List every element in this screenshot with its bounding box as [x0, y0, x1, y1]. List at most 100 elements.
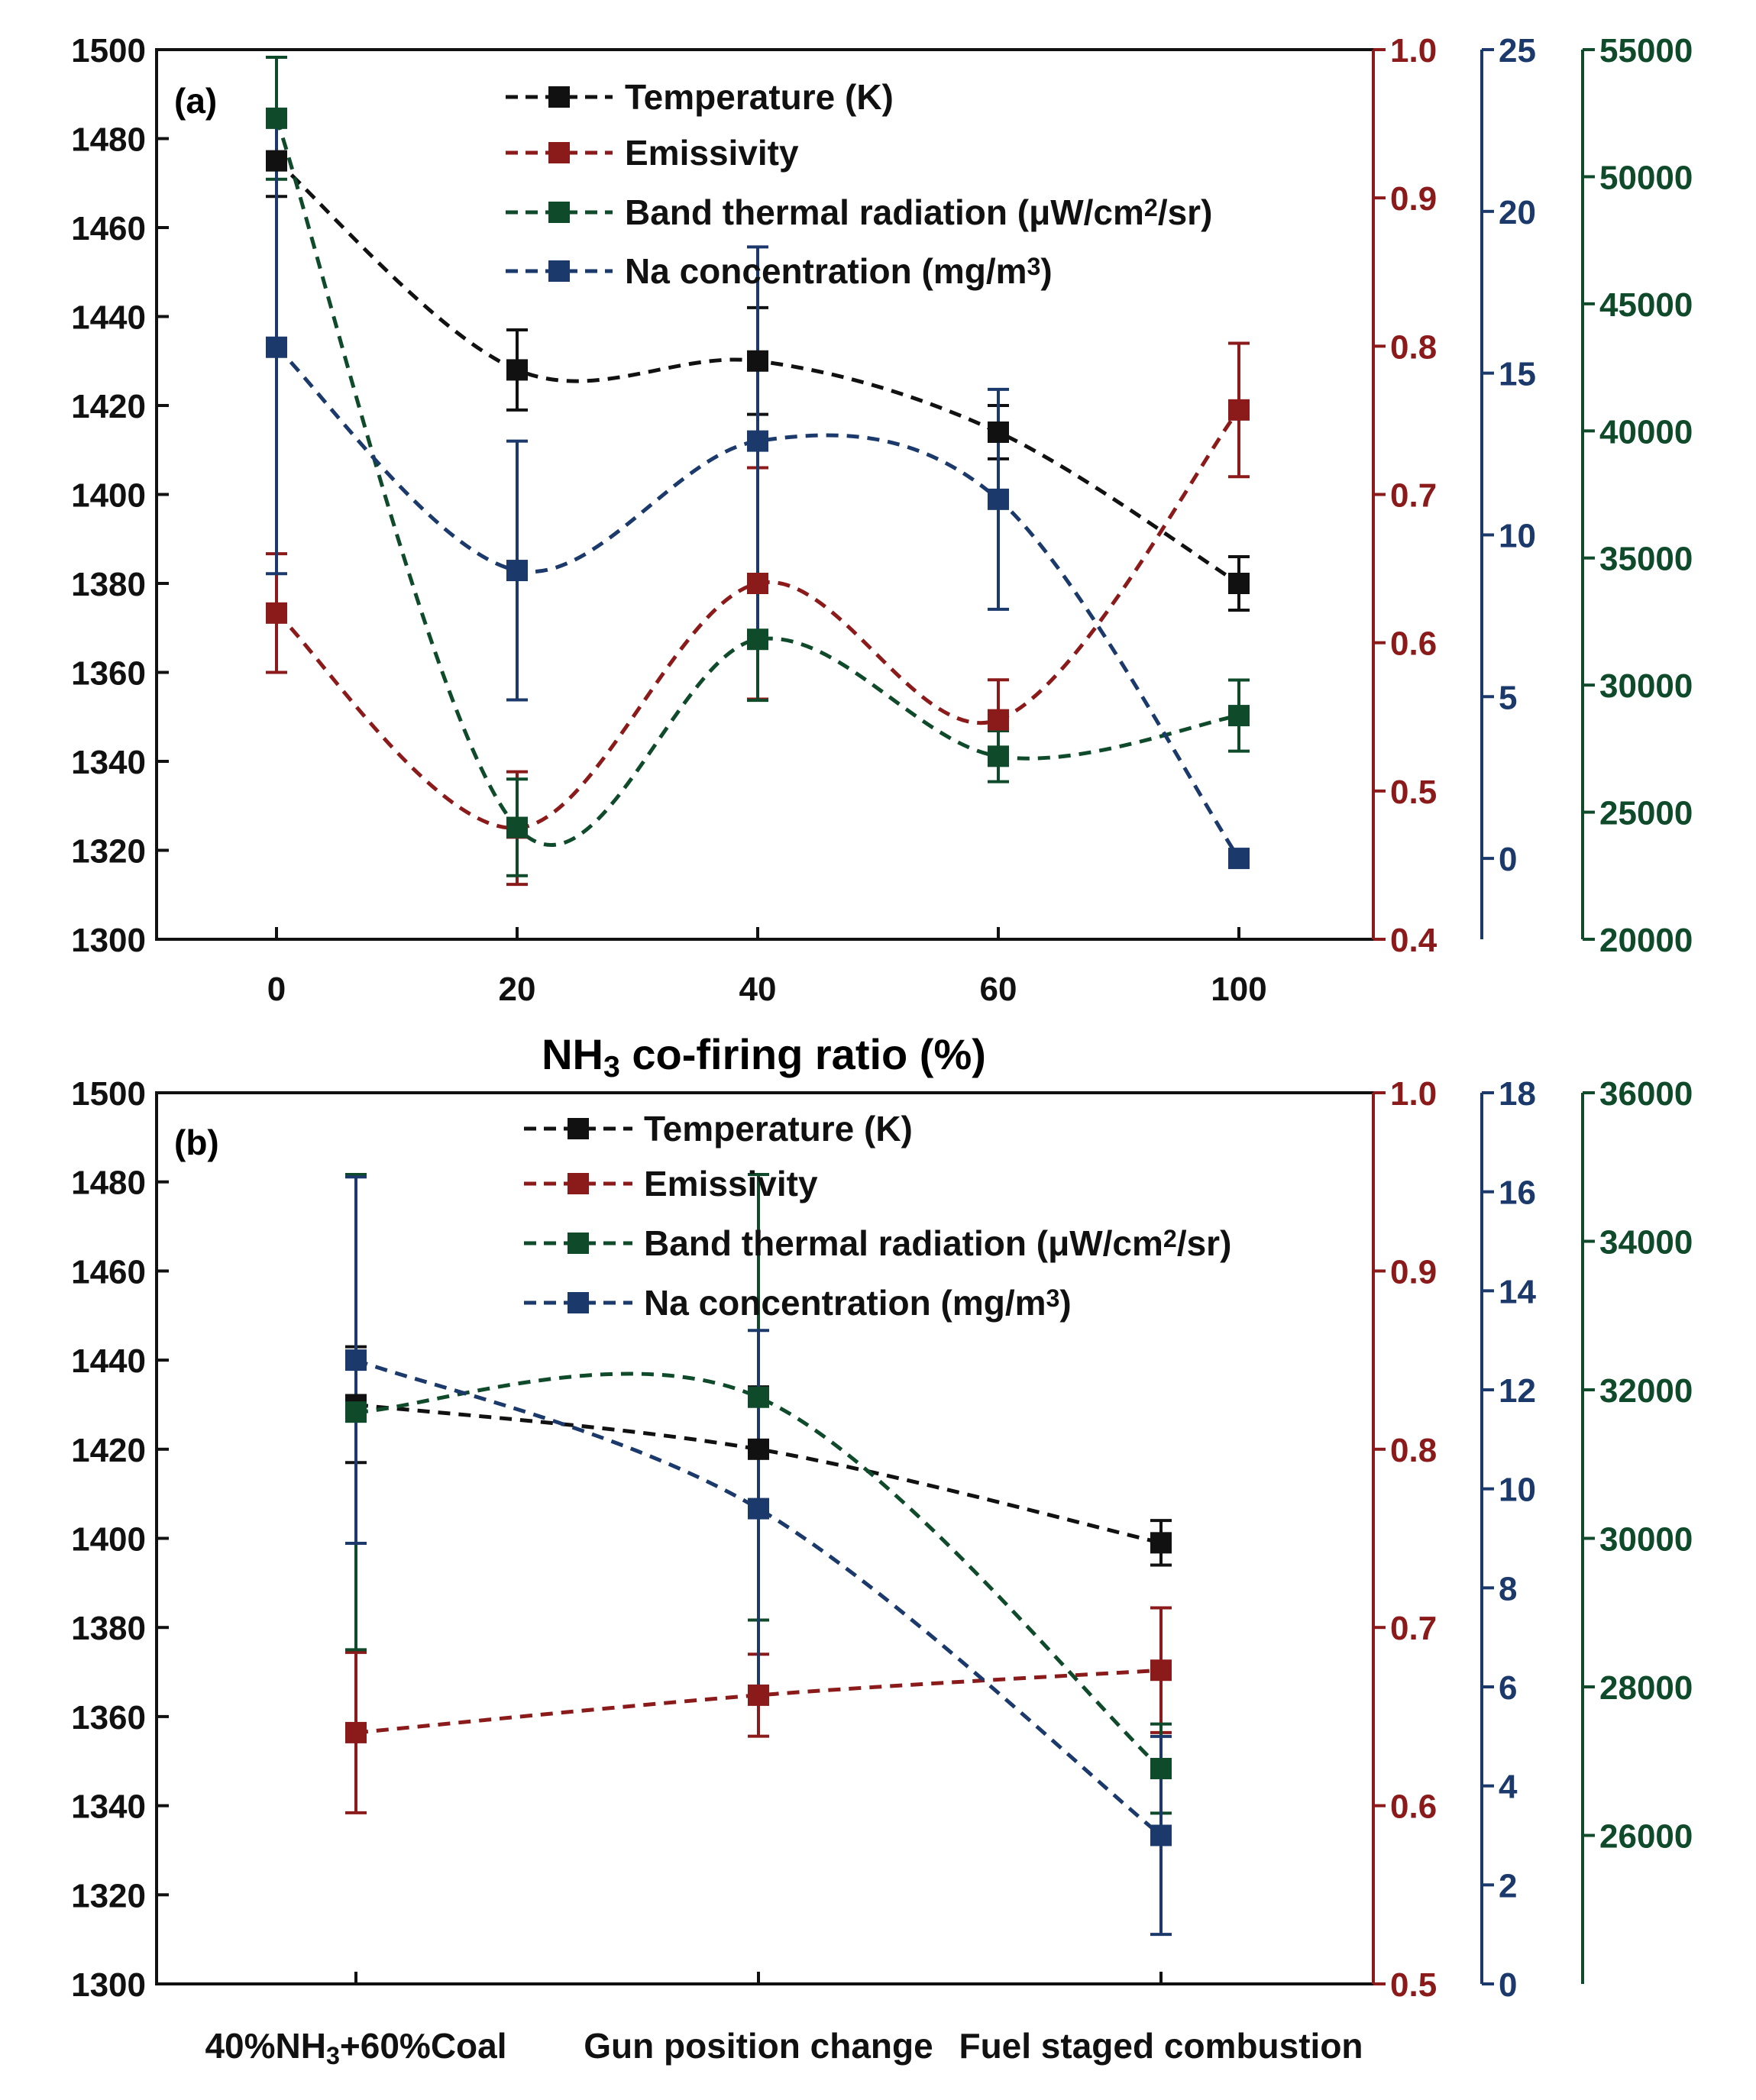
data-point-na: [747, 430, 768, 452]
y-tick-label-right2: 10: [1499, 517, 1536, 554]
legend-item-band: Band thermal radiation (μW/cm2/sr): [524, 1223, 1231, 1263]
data-point-na: [1150, 1824, 1172, 1846]
svg-text:Temperature (K): Temperature (K): [644, 1109, 913, 1149]
y-tick-label-left: 1480: [71, 1165, 146, 1202]
y-tick-label-right2: 12: [1499, 1372, 1536, 1410]
y-tick-label-left: 1480: [71, 121, 146, 159]
data-point-emissivity: [988, 709, 1009, 731]
y-tick-label-right3: 30000: [1599, 1521, 1693, 1559]
svg-text:Band thermal radiation (μW/cm2: Band thermal radiation (μW/cm2/sr): [625, 192, 1212, 232]
panel-a: 1300 1320 1340 1360 1380 1400 1420 1440 1460 1480…: [71, 32, 1693, 1084]
legend-item-band: Band thermal radiation (μW/cm2/sr): [506, 192, 1212, 232]
y-tick-label-right1: 0.5: [1390, 1966, 1437, 2004]
y-tick-label-right2: 2: [1499, 1867, 1517, 1905]
y-tick-label-right2: 6: [1499, 1669, 1517, 1707]
y-tick-label-left: 1400: [71, 1521, 146, 1559]
svg-text:Temperature (K): Temperature (K): [625, 77, 894, 117]
y-tick-label-right2: 16: [1499, 1174, 1536, 1212]
y-tick-label-left: 1420: [71, 1432, 146, 1469]
y-tick-label-right3: 20000: [1599, 922, 1693, 959]
y-tick-label-right3: 50000: [1599, 159, 1693, 196]
y-tick-label-right3: 45000: [1599, 286, 1693, 324]
y-tick-label-right3: 30000: [1599, 667, 1693, 705]
x-tick-label: 40%NH3+60%Coal: [205, 2026, 506, 2069]
svg-text:Na concentration (mg/m3): Na concentration (mg/m3): [644, 1283, 1072, 1323]
data-point-emissivity: [1150, 1659, 1172, 1682]
svg-text:Emissivity: Emissivity: [644, 1164, 818, 1203]
x-tick-label: 60: [980, 971, 1017, 1008]
y-tick-label-right3: 28000: [1599, 1669, 1693, 1707]
data-point-na: [988, 488, 1009, 510]
y-tick-label-left: 1420: [71, 388, 146, 425]
data-point-band: [1150, 1757, 1172, 1779]
y-tick-label-right2: 0: [1499, 841, 1517, 878]
y-tick-label-right2: 0: [1499, 1966, 1517, 2004]
data-point-band: [1228, 705, 1250, 727]
legend-item-temperature: Temperature (K): [506, 77, 894, 117]
svg-text:Na concentration (mg/m3): Na concentration (mg/m3): [625, 251, 1053, 291]
y-tick-label-right1: 0.8: [1390, 1432, 1437, 1469]
panel-label-b: (b): [174, 1123, 219, 1162]
data-point-emissivity: [748, 1684, 769, 1706]
series-markers-b: [345, 1349, 1172, 1846]
panel-label-a: (a): [174, 81, 217, 121]
y-tick-label-right1: 0.5: [1390, 774, 1437, 811]
y-tick-label-left: 1440: [71, 299, 146, 337]
data-point-band: [988, 745, 1009, 767]
y-tick-label-right3: 36000: [1599, 1075, 1693, 1113]
y-tick-label-right2: 15: [1499, 356, 1536, 393]
y-tick-label-right3: 26000: [1599, 1818, 1693, 1856]
data-point-na: [506, 560, 528, 582]
y-tick-label-right3: 25000: [1599, 795, 1693, 832]
series-line-emissivity: [355, 1668, 1162, 1735]
y-tick-label-left: 1320: [71, 1877, 146, 1914]
data-point-temperature: [506, 359, 528, 381]
ticks-b: 1300132013401360138014001420144014601480…: [71, 1075, 1693, 2069]
panel-b: 1300132013401360138014001420144014601480…: [71, 1075, 1693, 2069]
legend-item-emissivity: Emissivity: [524, 1164, 818, 1203]
y-tick-label-left: 1360: [71, 1699, 146, 1737]
y-tick-label-right3: 35000: [1599, 541, 1693, 578]
y-tick-label-left: 1300: [71, 922, 146, 959]
legend-a: Temperature (K) Emissivity Band thermal …: [506, 77, 1212, 291]
x-tick-label: 20: [499, 971, 536, 1008]
y-tick-label-left: 1460: [71, 1253, 146, 1291]
y-tick-label-left: 1440: [71, 1342, 146, 1380]
y-tick-label-right1: 0.7: [1390, 1610, 1437, 1647]
data-point-emissivity: [345, 1721, 367, 1743]
series-markers-a: [266, 107, 1250, 870]
y-tick-label-left: 1460: [71, 210, 146, 247]
legend-item-na: Na concentration (mg/m3): [524, 1283, 1072, 1323]
x-tick-label: 40: [739, 971, 777, 1008]
y-tick-label-left: 1380: [71, 1610, 146, 1647]
data-point-emissivity: [747, 573, 768, 594]
data-point-temperature: [1150, 1532, 1172, 1554]
y-tick-label-left: 1340: [71, 1788, 146, 1826]
data-point-band: [266, 107, 287, 129]
y-tick-label-right1: 0.6: [1390, 1788, 1437, 1826]
x-tick-label: 0: [267, 971, 286, 1008]
y-tick-label-right1: 0.9: [1390, 1253, 1437, 1291]
svg-text:Band thermal radiation (μW/cm2: Band thermal radiation (μW/cm2/sr): [644, 1223, 1231, 1263]
data-point-na: [1228, 848, 1250, 870]
data-point-na: [748, 1497, 769, 1520]
y-tick-label-left: 1360: [71, 655, 146, 693]
y-tick-label-right1: 1.0: [1390, 32, 1437, 69]
y-tick-label-right3: 40000: [1599, 413, 1693, 451]
x-axis-title-a: NH3 co-firing ratio (%): [542, 1030, 986, 1084]
y-tick-label-left: 1500: [71, 1075, 146, 1113]
plot-frame-a: [155, 48, 1375, 941]
ticks-a: 1300 1320 1340 1360 1380 1400 1420 1440 1460 1480…: [71, 32, 1693, 1008]
y-tick-label-right2: 25: [1499, 32, 1536, 69]
y-tick-label-right2: 5: [1499, 679, 1517, 716]
y-tick-label-right1: 1.0: [1390, 1075, 1437, 1113]
error-bars-a: [266, 55, 1250, 887]
y-tick-label-left: 1500: [71, 32, 146, 69]
y-tick-label-right3: 32000: [1599, 1372, 1693, 1410]
y-tick-label-right2: 18: [1499, 1075, 1536, 1113]
data-point-emissivity: [266, 602, 287, 624]
data-point-na: [345, 1349, 367, 1371]
data-point-band: [748, 1386, 769, 1408]
legend-item-temperature: Temperature (K): [524, 1109, 913, 1149]
y-tick-label-right2: 4: [1499, 1769, 1518, 1806]
